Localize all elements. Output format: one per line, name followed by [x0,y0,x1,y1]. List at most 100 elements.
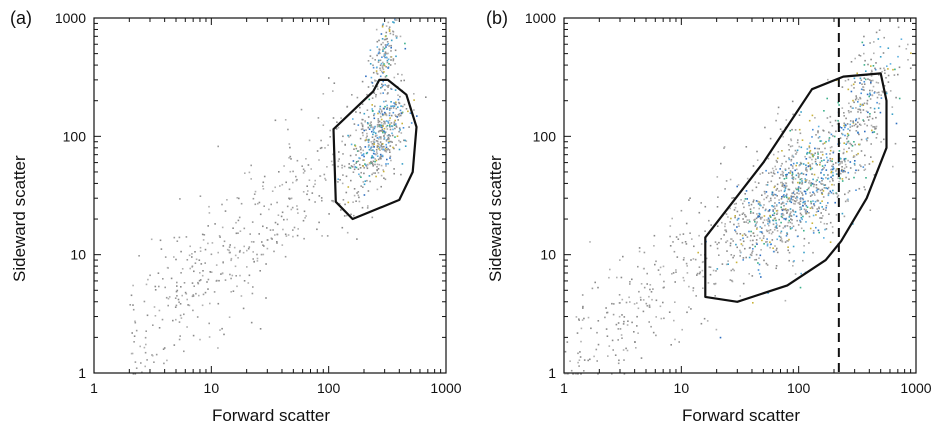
data-point [771,175,774,177]
data-point [176,295,178,297]
data-point [400,79,402,82]
data-point [791,195,794,198]
data-point [796,195,798,198]
data-point [870,58,872,61]
data-point [733,197,735,199]
data-point [805,169,807,171]
data-point [870,82,872,85]
data-point [578,319,580,321]
data-point [824,184,827,186]
data-point [207,225,209,227]
data-point [716,176,719,178]
data-point [669,235,671,238]
data-point [825,228,828,230]
data-point [831,160,833,163]
data-point [837,121,840,124]
data-point [855,154,858,156]
data-point [668,311,671,313]
data-point [295,175,297,178]
data-point [817,188,820,190]
data-point [764,224,766,227]
data-point [378,51,380,53]
data-point [176,285,178,287]
data-point [869,94,872,96]
data-point [862,86,865,89]
data-point [792,245,795,248]
data-point [751,189,754,192]
data-point [410,122,413,124]
data-point [379,105,382,108]
data-point [413,99,415,101]
data-point [161,318,164,321]
data-point [215,280,218,282]
data-point [380,174,383,177]
data-point [386,59,389,62]
data-point [783,225,786,228]
data-point [784,189,786,191]
data-point [350,213,352,216]
data-point [376,140,379,143]
data-point [821,179,823,182]
data-point [361,125,364,128]
data-point [817,157,819,159]
data-point [296,205,298,207]
data-point [358,196,360,199]
data-point [388,28,391,31]
data-point [371,162,373,164]
data-point [847,200,849,202]
data-point [746,198,748,200]
data-point [775,267,777,270]
data-point [850,84,853,87]
data-point [214,223,216,225]
data-point [776,187,779,190]
data-point [389,64,392,66]
data-point [725,180,728,182]
data-point [284,233,287,236]
data-point [735,243,737,246]
data-point [256,260,259,262]
data-point [191,253,193,255]
data-point [387,163,389,165]
data-point [362,134,364,137]
data-point [826,223,828,225]
data-point [392,31,395,33]
data-point [774,202,776,204]
data-point [652,331,655,334]
data-point [385,25,388,27]
data-point [858,143,860,146]
data-point [636,302,638,304]
data-point [844,170,846,173]
data-point [847,159,849,162]
data-point [780,198,783,200]
data-point [742,257,745,259]
data-point [876,101,878,104]
data-point [792,176,794,178]
data-point [730,254,733,256]
data-point [845,176,847,179]
data-point [775,189,778,191]
data-point [401,73,403,76]
data-point [250,321,253,324]
data-point [794,273,797,275]
y-tick-label: 1 [548,365,556,381]
data-point [799,161,802,164]
data-point [714,282,717,285]
data-point [173,236,176,239]
data-point [620,334,623,336]
data-point [589,358,591,361]
data-point [351,94,353,96]
data-point [829,115,832,118]
data-point [648,306,651,308]
data-point [365,152,368,155]
data-point [376,137,379,139]
data-point [380,62,383,65]
data-point [772,210,774,212]
data-point [221,327,223,330]
data-point [863,186,865,188]
data-point [173,256,175,258]
data-point [608,345,611,347]
data-point [866,102,868,105]
data-point [814,194,816,196]
data-point [768,209,771,211]
data-point [179,335,181,337]
